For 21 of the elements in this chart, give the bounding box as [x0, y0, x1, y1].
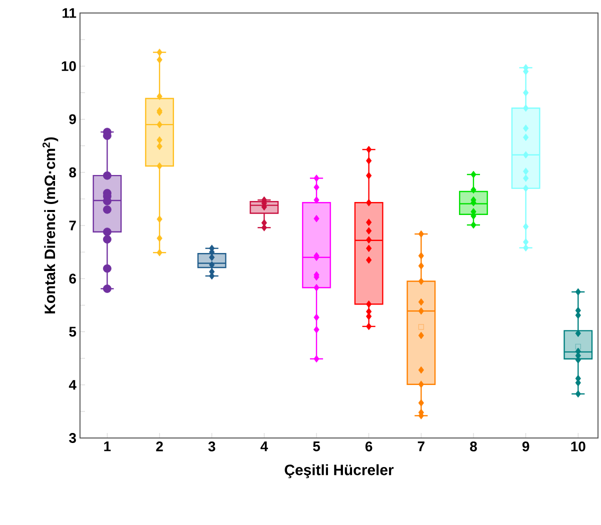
y-tick-label: 9 — [69, 114, 76, 124]
y-tick-label: 4 — [68, 380, 76, 390]
x-tick-label: 10 — [571, 442, 586, 452]
x-tick-label: 2 — [156, 442, 163, 452]
x-axis-title: Çeşitli Hücreler — [284, 464, 394, 478]
x-tick-label: 3 — [208, 442, 216, 452]
y-tick-label: 6 — [69, 274, 76, 284]
y-tick-label: 11 — [62, 8, 76, 18]
x-tick-label: 6 — [365, 442, 372, 452]
y-tick-label: 7 — [69, 220, 76, 230]
y-axis-title: Kontak Direnci (mΩ·cm$^{2}$) — [42, 137, 58, 314]
x-tick-label: 5 — [313, 442, 320, 452]
y-tick-label: 3 — [69, 433, 76, 443]
x-tick-label: 1 — [104, 442, 111, 452]
x-tick-label: 8 — [470, 442, 477, 452]
x-tick-label: 4 — [260, 442, 268, 452]
y-tick-label: 8 — [69, 167, 76, 178]
y-tick-label: 10 — [62, 61, 76, 72]
x-tick-label: 9 — [522, 442, 530, 452]
y-tick-label: 5 — [69, 326, 76, 337]
x-tick-label: 7 — [418, 442, 424, 452]
